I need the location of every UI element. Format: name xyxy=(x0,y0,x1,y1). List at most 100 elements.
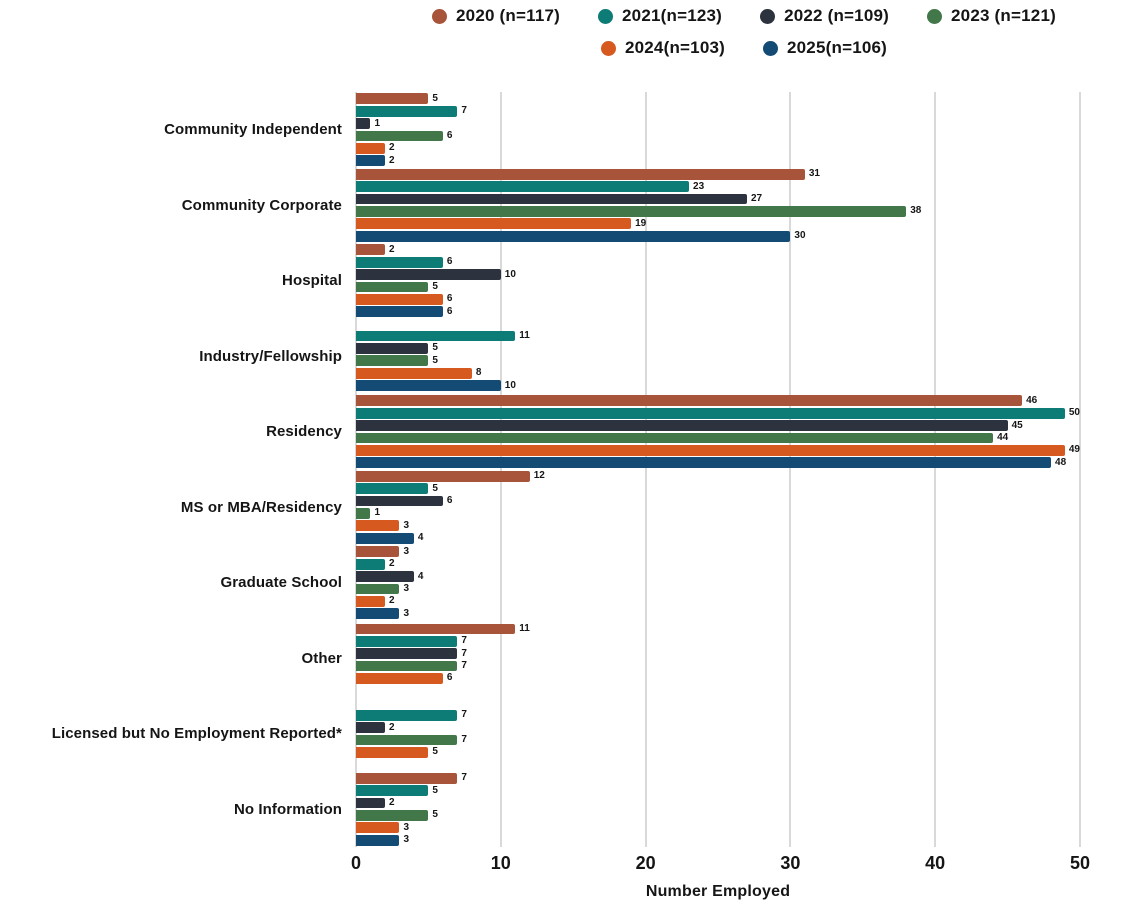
x-axis-tick-label: 40 xyxy=(925,853,946,873)
bar-slot: 5 xyxy=(356,810,1080,821)
bar-value-label: 7 xyxy=(461,733,467,745)
bar-slot: 49 xyxy=(356,445,1080,456)
bar xyxy=(356,772,458,784)
bar-value-label: 5 xyxy=(432,92,438,104)
bar-slot xyxy=(356,322,1080,330)
bar-group: 11 5 5 8 10 xyxy=(356,319,1080,395)
bar-slot: 6 xyxy=(356,294,1080,305)
bar-value-label: 38 xyxy=(910,205,922,217)
gridline xyxy=(644,92,647,847)
category-label-cell: MS or MBA/Residency xyxy=(0,470,356,546)
bar-value-label: 5 xyxy=(432,809,438,821)
gridline xyxy=(934,92,937,847)
bar-slot: 5 xyxy=(356,92,1080,105)
legend-item: 2025(n=106) xyxy=(763,38,887,58)
bar xyxy=(356,648,458,660)
bar-group: 2 6 10 5 6 6 xyxy=(356,243,1080,319)
bar-slot: 31 xyxy=(356,169,1080,180)
bar xyxy=(356,193,747,205)
bar-rows: 5 7 1 6 2 2 31 23 27 38 19 30 2 6 10 5 6 6 11 5 5 8 10 46 50 45 44… xyxy=(356,92,1080,847)
bar xyxy=(356,520,400,532)
bar-slot: 11 xyxy=(356,623,1080,635)
bar-slot: 3 xyxy=(356,583,1080,595)
legend-label: 2021(n=123) xyxy=(622,6,723,25)
bar xyxy=(356,822,400,834)
bar-value-label: 10 xyxy=(504,268,516,280)
bar-value-label: 7 xyxy=(461,647,467,659)
bar xyxy=(356,709,458,721)
bar-slot: 46 xyxy=(356,394,1080,407)
x-axis-tick-label: 10 xyxy=(490,853,511,873)
category-labels-column: Community Independent Community Corporate… xyxy=(0,92,356,847)
bar-slot: 7 xyxy=(356,773,1080,784)
bar-value-label: 30 xyxy=(794,230,806,242)
bar-slot: 7 xyxy=(356,710,1080,721)
bar-slot: 2 xyxy=(356,722,1080,733)
bar-value-label: 5 xyxy=(432,746,438,758)
bar-value-label: 6 xyxy=(446,495,453,507)
bar-value-label: 3 xyxy=(403,519,409,531)
bar xyxy=(356,355,429,367)
bar-slot: 5 xyxy=(356,482,1080,495)
legend: 2020 (n=117) 2021(n=123) 2022 (n=109) 2023 … xyxy=(368,6,1120,58)
legend-item: 2024(n=103) xyxy=(600,38,725,58)
bar-slot: 4 xyxy=(356,533,1080,544)
bar xyxy=(356,306,443,318)
bar xyxy=(356,810,429,821)
gridline xyxy=(789,92,792,847)
category-label: Licensed but No Employment Reported* xyxy=(51,725,342,743)
bar xyxy=(356,558,385,570)
category-label-cell: Residency xyxy=(0,394,356,470)
bar xyxy=(356,105,458,117)
bar-slot xyxy=(356,685,1080,693)
bar-value-label: 6 xyxy=(446,256,453,268)
bar-slot: 27 xyxy=(356,194,1080,205)
bar xyxy=(356,269,501,280)
bar xyxy=(356,256,443,268)
gridline xyxy=(499,92,502,847)
bar xyxy=(356,595,385,607)
gridline xyxy=(355,92,357,847)
bar-slot: 5 xyxy=(356,747,1080,758)
bar-slot: 7 xyxy=(356,647,1080,660)
bar xyxy=(356,444,1065,456)
bar-slot: 6 xyxy=(356,496,1080,507)
bar-slot: 7 xyxy=(356,661,1080,672)
bar-slot: 48 xyxy=(356,457,1080,469)
bar-slot xyxy=(356,759,1080,768)
bar xyxy=(356,571,414,582)
bar-value-label: 19 xyxy=(635,217,647,229)
bar xyxy=(356,483,429,495)
bar xyxy=(356,380,501,391)
bar-slot: 1 xyxy=(356,118,1080,129)
bar xyxy=(356,218,632,230)
bar-slot: 44 xyxy=(356,432,1080,444)
bar-slot: 5 xyxy=(356,343,1080,354)
bar xyxy=(356,395,1023,407)
category-label: Graduate School xyxy=(220,574,342,592)
bar-slot: 6 xyxy=(356,130,1080,142)
bar-value-label: 4 xyxy=(417,570,424,582)
bar xyxy=(356,635,458,647)
bar-value-label: 46 xyxy=(1026,394,1038,406)
bar-value-label: 1 xyxy=(374,117,381,129)
bar xyxy=(356,495,443,507)
bar-slot: 2 xyxy=(356,244,1080,256)
bar xyxy=(356,623,516,635)
bar xyxy=(356,293,443,305)
x-axis-tick-label: 20 xyxy=(635,853,656,873)
bar xyxy=(356,746,429,758)
bar-value-label: 27 xyxy=(750,193,763,205)
bar xyxy=(356,367,472,379)
legend-item: 2021(n=123) xyxy=(598,6,722,26)
bar-group: 11 7 7 7 6 xyxy=(356,621,1080,697)
bar-value-label: 5 xyxy=(432,482,438,494)
bar-value-label: 6 xyxy=(446,305,453,317)
bar-slot: 3 xyxy=(356,546,1080,558)
bar-value-label: 11 xyxy=(519,330,530,342)
bar xyxy=(356,130,443,142)
bar-slot: 7 xyxy=(356,636,1080,647)
gridline xyxy=(1079,92,1081,847)
bar-slot: 10 xyxy=(356,269,1080,280)
category-label-cell: Community Independent xyxy=(0,92,356,168)
